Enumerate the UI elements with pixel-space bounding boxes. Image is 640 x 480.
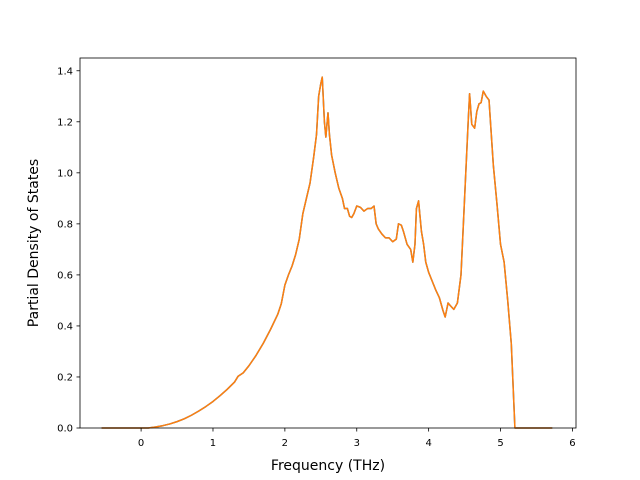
y-tick-label: 0.4 [57,321,73,332]
y-tick-label: 1.4 [57,66,73,77]
x-tick-label: 6 [569,438,575,449]
y-axis-ticks: 0.0 0.2 0.4 0.6 0.8 1.0 1.2 1.4 [57,66,80,435]
y-tick-label: 0.2 [57,372,73,383]
y-tick-label: 1.2 [57,117,73,128]
series-line-2 [101,76,553,429]
x-axis-ticks: 0 1 2 3 4 5 6 [138,428,576,449]
x-tick-label: 4 [425,438,431,449]
y-tick-label: 0.0 [57,424,73,435]
series-layer [101,76,553,429]
y-axis-label: Partial Density of States [26,159,42,327]
x-tick-label: 2 [282,438,288,449]
y-tick-label: 1.0 [57,168,73,179]
y-tick-label: 0.6 [57,270,73,281]
x-tick-label: 1 [210,438,216,449]
x-axis-label: Frequency (THz) [271,458,385,474]
x-tick-label: 5 [497,438,503,449]
x-tick-label: 3 [354,438,360,449]
plot-frame [79,57,577,429]
y-tick-label: 0.8 [57,219,73,230]
x-tick-label: 0 [138,438,144,449]
